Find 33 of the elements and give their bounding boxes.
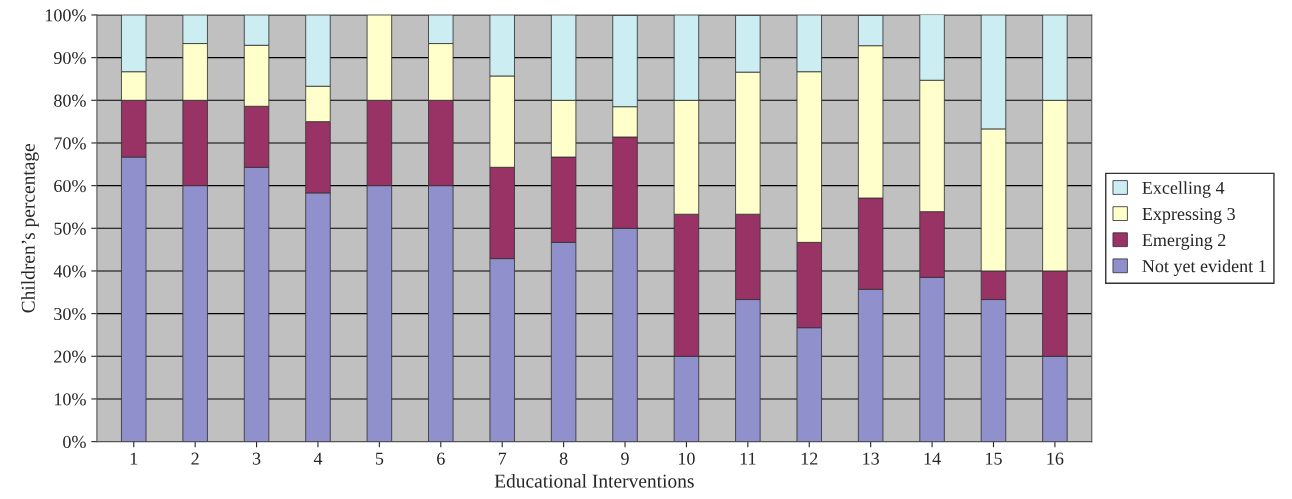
x-tick-label: 15	[986, 452, 1002, 465]
y-axis-title: Children’s percentage	[21, 143, 39, 313]
x-tick-label: 9	[621, 452, 629, 465]
y-tick-label: 60%	[54, 179, 86, 193]
y-tick-label: 40%	[53, 265, 86, 278]
y-tick-label: 20%	[54, 350, 86, 363]
x-tick-label: 12	[801, 452, 818, 465]
x-axis-title: Educational Interventions	[494, 473, 694, 488]
x-tick-label: 3	[252, 452, 261, 465]
y-tick-label: 100%	[45, 9, 86, 22]
legend-label: Excelling 4	[1142, 181, 1225, 198]
x-tick-label: 14	[924, 452, 941, 465]
x-tick-label: 13	[863, 452, 879, 465]
x-tick-label: 7	[498, 452, 507, 465]
x-tick-label: 5	[375, 452, 384, 465]
y-tick-label: 70%	[54, 137, 86, 150]
x-tick-label: 2	[191, 452, 199, 465]
x-tick-label: 1	[130, 452, 138, 465]
y-tick-label: 50%	[54, 222, 86, 235]
x-tick-label: 8	[559, 452, 568, 465]
legend-label: Expressing 3	[1142, 207, 1235, 224]
y-tick-label: 90%	[53, 51, 86, 65]
x-tick-label: 4	[313, 452, 323, 465]
x-tick-label: 11	[740, 452, 756, 465]
x-tick-label: 16	[1047, 452, 1064, 465]
legend-label: Emerging 2	[1142, 234, 1226, 250]
y-tick-label: 0%	[63, 435, 86, 449]
x-tick-label: 10	[679, 452, 695, 465]
x-tick-label: 6	[437, 452, 445, 465]
y-tick-label: 30%	[54, 307, 86, 321]
legend-label: Not yet evident 1	[1142, 259, 1266, 276]
y-tick-label: 10%	[54, 393, 86, 406]
y-tick-label: 80%	[54, 94, 86, 107]
